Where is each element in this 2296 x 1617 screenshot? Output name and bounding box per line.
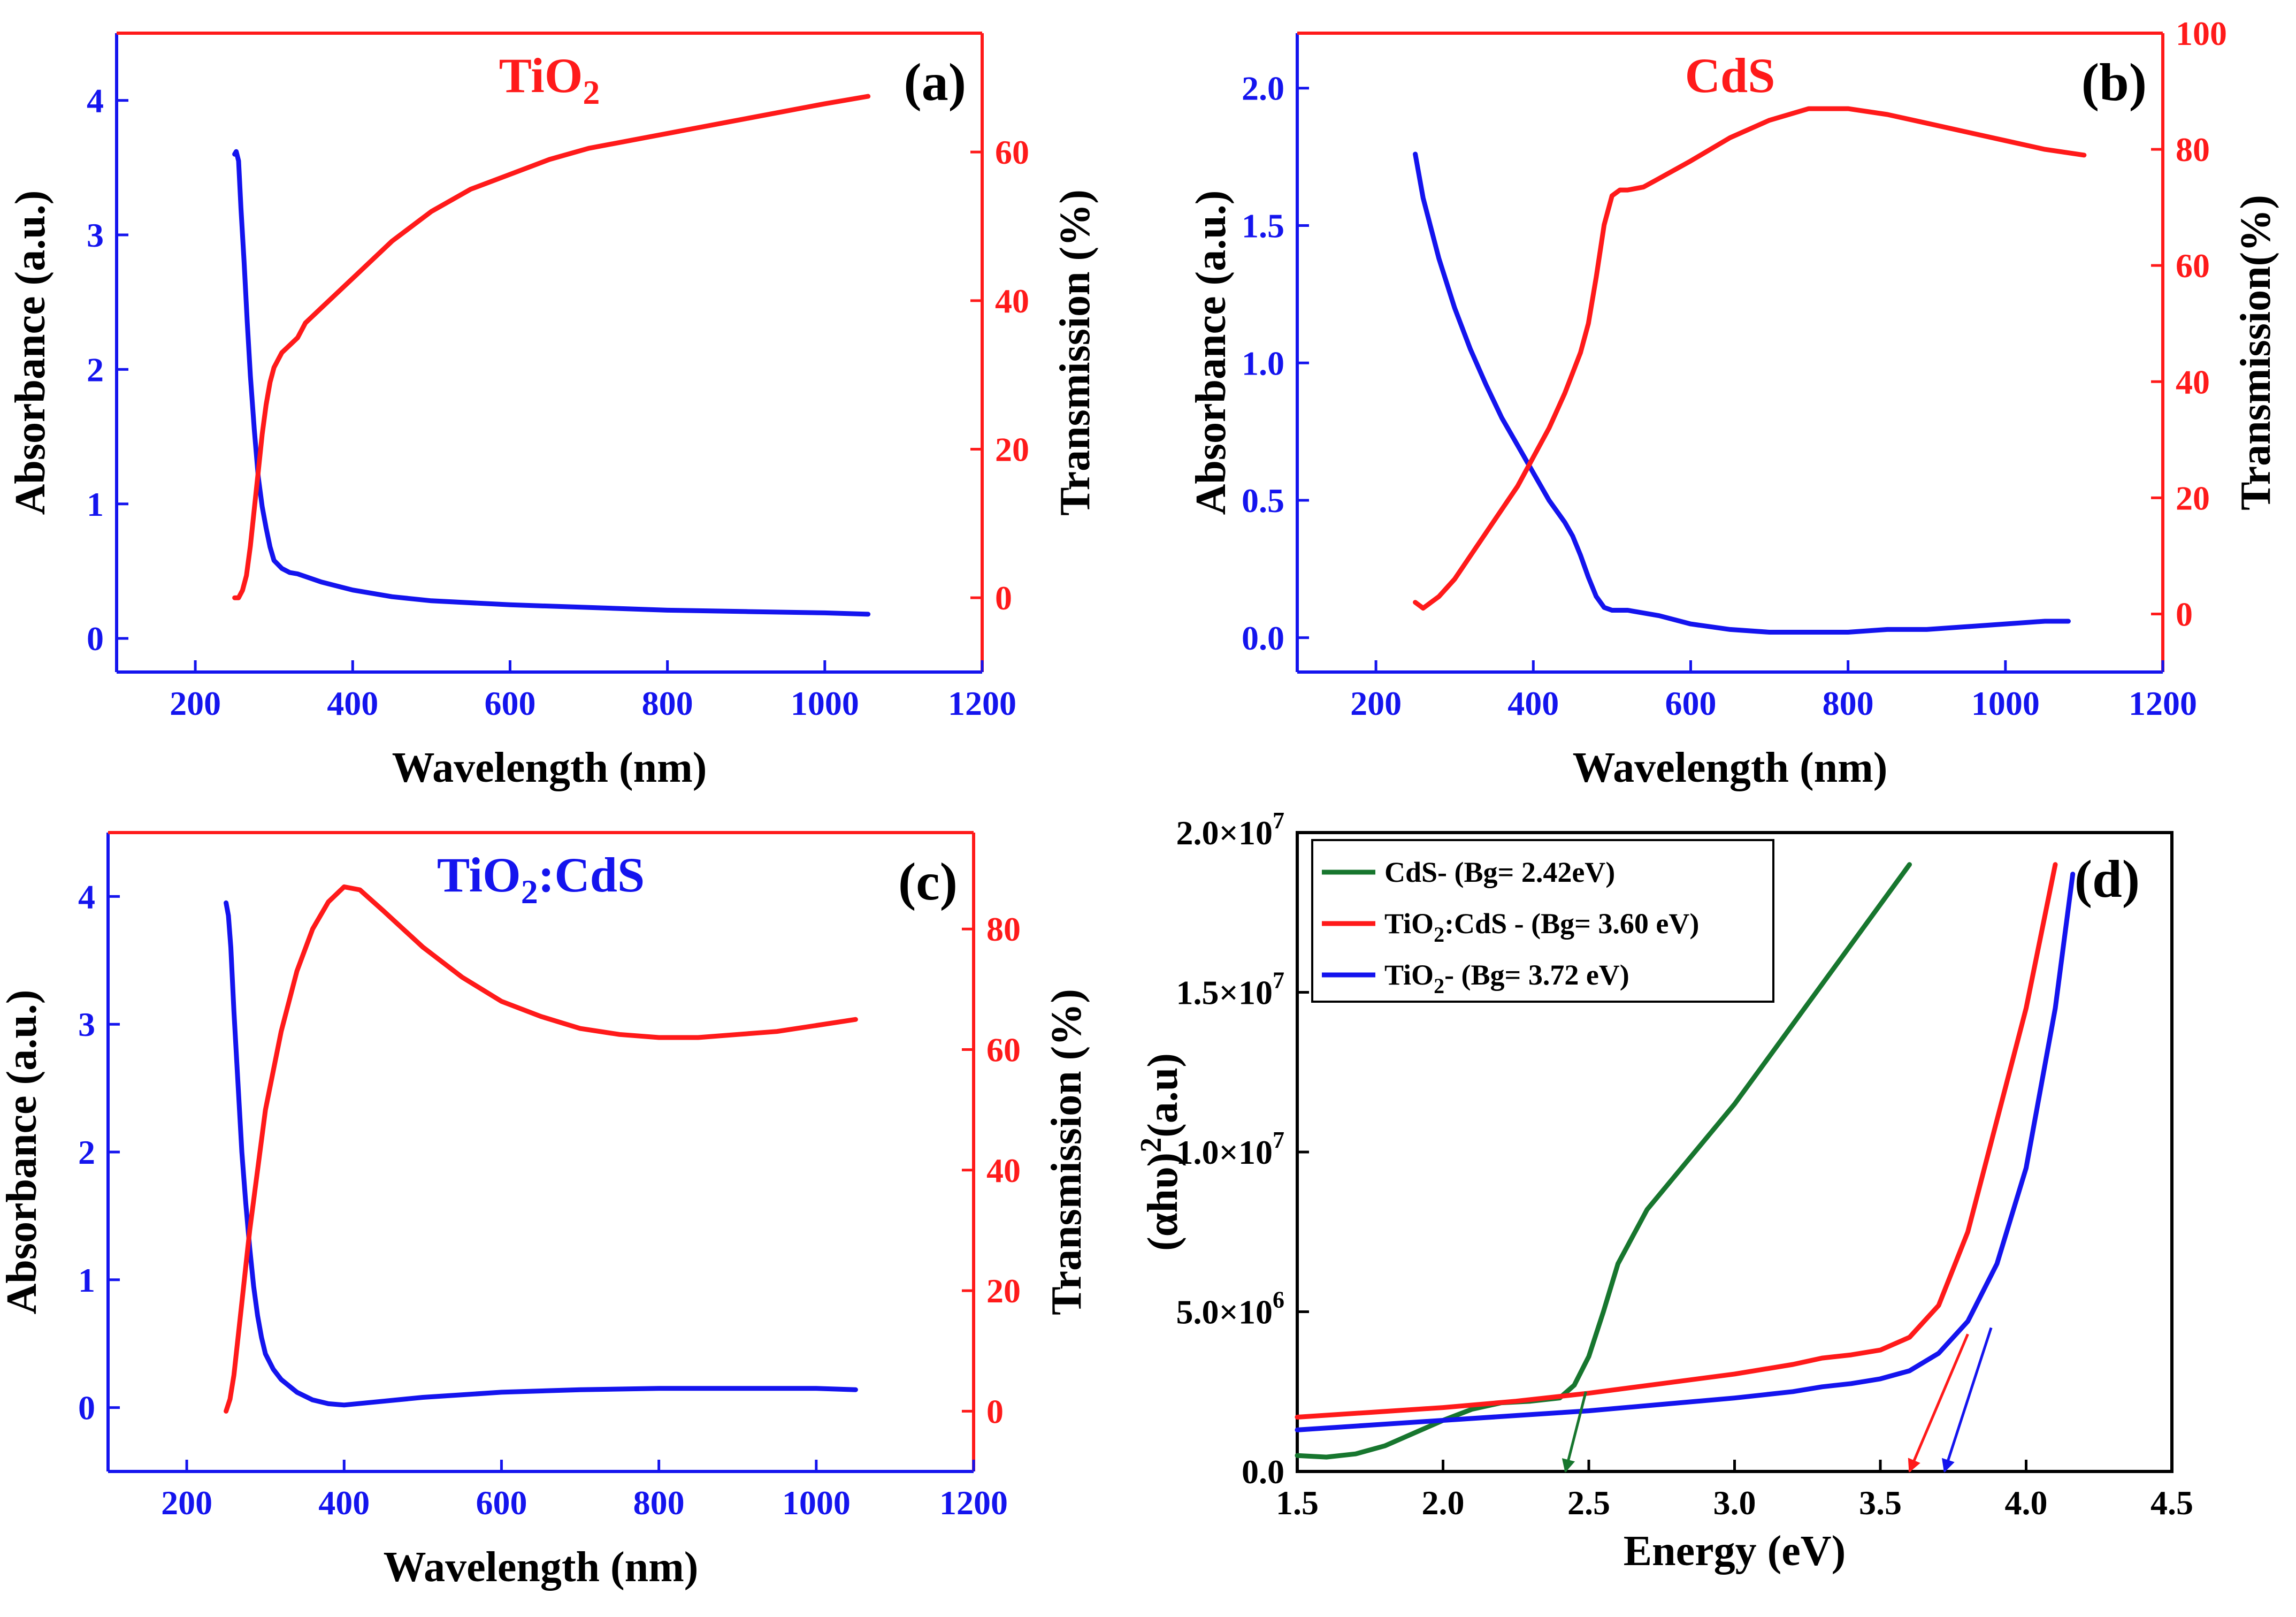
y-tick-label: 2.0×107	[1176, 807, 1284, 852]
y2-tick-label: 60	[986, 1031, 1021, 1069]
x-axis-label: Wavelength (nm)	[1573, 744, 1888, 791]
x-tick-label: 400	[327, 684, 378, 722]
y-tick-label: 2	[87, 350, 104, 388]
x-tick-label: 2.0	[1422, 1484, 1465, 1522]
x-tick-label: 800	[633, 1484, 685, 1522]
series-line-transmission	[1413, 106, 2087, 611]
x-tick-label: 200	[161, 1484, 212, 1522]
x-tick-label: 1.5	[1276, 1484, 1319, 1522]
series-line-absorbance	[224, 900, 858, 1408]
chart-panel-d: 1.5 2.0 2.5 3.0 3.5 4.0 4.5 0.0 5.0×106 1.0×107 1.…	[1135, 807, 2193, 1575]
y2-axis-label: Transmission (%)	[1052, 189, 1099, 516]
x-tick-label: 1200	[2129, 684, 2197, 722]
y2-tick-label: 0	[2176, 595, 2193, 633]
chart-title: TiO2:CdS	[437, 848, 645, 911]
x-tick-label: 200	[1350, 684, 1402, 722]
y-tick-label: 3	[78, 1005, 95, 1043]
band-gap-arrow	[1908, 1333, 1969, 1473]
series-line-transmission	[224, 884, 858, 1414]
y-tick-label: 4	[87, 82, 104, 120]
panel-label: (a)	[904, 52, 966, 112]
x-tick-label: 1000	[1971, 684, 2040, 722]
y2-tick-label: 20	[986, 1272, 1021, 1310]
legend-label: CdS- (Bg= 2.42eV)	[1384, 856, 1615, 888]
y-tick-label: 1.5	[1242, 207, 1284, 245]
y-tick-label: 0	[78, 1389, 95, 1427]
series-line-absorbance	[232, 149, 871, 617]
x-tick-label: 3.5	[1859, 1484, 1902, 1522]
x-tick-label: 600	[1665, 684, 1716, 722]
y-axis-label: Absorbance (a.u.)	[7, 190, 54, 515]
x-tick-label: 600	[484, 684, 535, 722]
x-tick-label: 1200	[948, 684, 1016, 722]
y2-tick-label: 60	[995, 133, 1029, 171]
y-axis-label: Absorbance (a.u.)	[0, 990, 45, 1315]
y2-tick-label: 80	[2176, 131, 2210, 169]
legend-label: TiO2- (Bg= 3.72 eV)	[1384, 959, 1629, 998]
x-tick-label: 600	[476, 1484, 527, 1522]
band-gap-arrow	[1562, 1391, 1587, 1473]
y-tick-label: 1	[78, 1261, 95, 1299]
y-tick-label: 0.5	[1242, 482, 1284, 520]
y2-tick-label: 20	[995, 430, 1029, 468]
y2-tick-label: 0	[986, 1392, 1004, 1430]
x-axis-label: Energy (eV)	[1624, 1528, 1846, 1575]
x-tick-label: 1200	[939, 1484, 1008, 1522]
chart-panel-b: 200 400 600 800 1000 1200 0.0 0.5 1.0 1.5 2.0 0 20 40…	[1188, 14, 2279, 791]
y2-tick-label: 40	[2176, 363, 2210, 401]
y-tick-label: 3	[87, 216, 104, 254]
y2-tick-label: 100	[2176, 14, 2227, 52]
y-tick-label: 1.5×107	[1176, 967, 1284, 1012]
y-tick-label: 4	[78, 878, 95, 916]
x-tick-label: 4.0	[2005, 1484, 2048, 1522]
x-axis-label: Wavelength (nm)	[384, 1544, 699, 1591]
x-tick-label: 2.5	[1567, 1484, 1610, 1522]
series-line-tio2-cds	[1295, 862, 2058, 1420]
y2-tick-label: 60	[2176, 247, 2210, 285]
y-tick-label: 0.0	[1242, 619, 1284, 657]
x-tick-label: 800	[1823, 684, 1874, 722]
x-tick-label: 400	[1507, 684, 1559, 722]
chart-panel-a: 200 400 600 800 1000 1200012340204060Waveleng…	[7, 32, 1099, 791]
series-line-transmission	[232, 94, 871, 600]
y-axis-label: (αhυ)2(a.u)	[1135, 1053, 1187, 1251]
y2-tick-label: 40	[995, 282, 1029, 320]
y-tick-label: 1	[87, 485, 104, 523]
series-line-absorbance	[1413, 151, 2071, 635]
legend-box	[1311, 839, 1774, 1003]
legend-label: TiO2:CdS - (Bg= 3.60 eV)	[1384, 907, 1699, 947]
panel-label: (c)	[898, 852, 958, 911]
y-axis-label: Absorbance (a.u.)	[1188, 190, 1235, 515]
x-tick-label: 400	[318, 1484, 370, 1522]
x-tick-label: 4.5	[2150, 1484, 2193, 1522]
x-tick-label: 1000	[791, 684, 859, 722]
chart-title: TiO2	[499, 48, 600, 111]
y-tick-label: 2.0	[1242, 70, 1284, 108]
chart-panel-c: 200 400 600 800 1000 120001234020406080Wavele…	[0, 831, 1090, 1591]
y2-axis-label: Transmission(%)	[2232, 195, 2279, 510]
x-axis-label: Wavelength (nm)	[392, 744, 707, 791]
y-tick-label: 1.0×107	[1176, 1127, 1284, 1171]
y-tick-label: 0.0	[1242, 1453, 1284, 1491]
y-tick-label: 1.0	[1242, 344, 1284, 382]
series-line-cds	[1295, 862, 1912, 1460]
panel-label: (d)	[2075, 849, 2140, 909]
panel-label: (b)	[2081, 52, 2147, 112]
x-tick-label: 800	[642, 684, 693, 722]
y2-tick-label: 80	[986, 910, 1021, 948]
y2-tick-label: 0	[995, 579, 1012, 617]
x-tick-label: 200	[170, 684, 221, 722]
band-gap-arrow	[1941, 1327, 1993, 1473]
y-tick-label: 5.0×106	[1176, 1287, 1284, 1331]
chart-title: CdS	[1685, 48, 1775, 103]
y-tick-label: 0	[87, 620, 104, 658]
x-tick-label: 1000	[782, 1484, 851, 1522]
series-line-tio2	[1295, 872, 2076, 1432]
y2-tick-label: 20	[2176, 479, 2210, 517]
x-tick-label: 3.0	[1713, 1484, 1756, 1522]
y2-tick-label: 40	[986, 1151, 1021, 1189]
y2-axis-label: Transmission (%)	[1043, 989, 1090, 1315]
y-tick-label: 2	[78, 1133, 95, 1171]
